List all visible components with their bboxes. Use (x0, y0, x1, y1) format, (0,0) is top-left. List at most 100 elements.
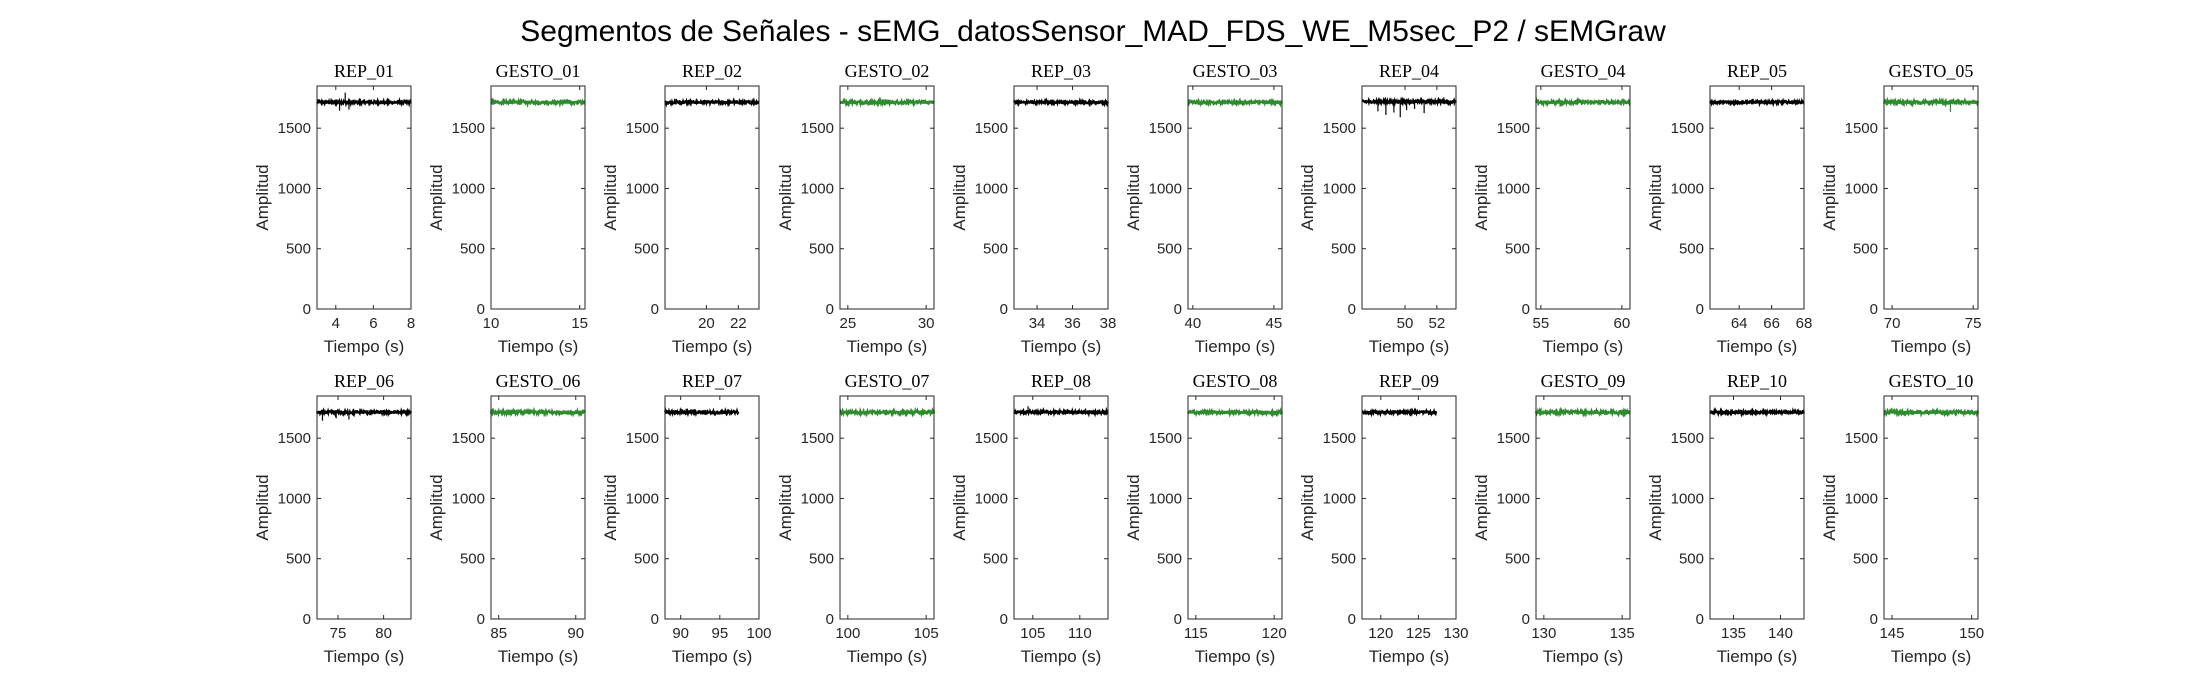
axes-box (1709, 85, 1805, 310)
y-tick-label: 1000 (1671, 490, 1704, 507)
x-tick-label: 34 (1029, 315, 1046, 332)
x-tick-label: 55 (1533, 315, 1550, 332)
y-tick-label: 0 (477, 301, 485, 318)
subplot-gesto_10: GESTO_10 0 500 1000 1500 145 150 Tiempo (s) Ampl… (1820, 371, 1984, 666)
y-tick-label: 1500 (975, 120, 1008, 137)
y-tick-label: 1000 (1845, 180, 1878, 197)
y-tick-label: 1000 (278, 490, 311, 507)
axes-box (1361, 395, 1457, 620)
axes-box (1187, 395, 1283, 620)
y-tick-label: 0 (303, 301, 311, 318)
subplot-title: GESTO_03 (1193, 61, 1278, 81)
y-tick-label: 0 (1000, 301, 1008, 318)
x-tick-label: 100 (746, 625, 771, 642)
y-tick-label: 0 (1348, 611, 1356, 628)
axes-box (839, 395, 935, 620)
x-tick-label: 22 (730, 315, 747, 332)
axes-box (316, 85, 412, 310)
subplot-rep_08: REP_08 0 500 1000 1500 105 110 Tiempo (s) Amplit… (950, 371, 1109, 666)
subplot-rep_06: REP_06 0 500 1000 1500 75 80 Tiempo (s) Amplitud (253, 371, 413, 666)
x-axis-label: Tiempo (s) (1369, 647, 1450, 666)
x-tick-label: 105 (1020, 625, 1045, 642)
axes-box (664, 395, 760, 620)
y-tick-label: 0 (651, 301, 659, 318)
signal-trace (1883, 406, 1980, 418)
subplot-rep_07: REP_07 0 500 1000 1500 90 95 100 Tiempo (s) Ampli… (601, 371, 772, 666)
subplot-gesto_03: GESTO_03 0 500 1000 1500 40 45 Tiempo (s) Amplit… (1124, 61, 1283, 356)
x-tick-label: 150 (1959, 625, 1984, 642)
y-tick-label: 1000 (1149, 490, 1182, 507)
y-axis-label: Amplitud (950, 164, 969, 230)
y-tick-label: 0 (826, 611, 834, 628)
y-tick-label: 1500 (1497, 120, 1530, 137)
y-axis-label: Amplitud (253, 164, 272, 230)
signal-trace (839, 96, 935, 108)
axes-box (1535, 85, 1631, 310)
subplot-title: GESTO_09 (1541, 371, 1626, 391)
x-tick-label: 10 (483, 315, 500, 332)
y-tick-label: 1000 (1497, 490, 1530, 507)
x-tick-label: 75 (330, 625, 347, 642)
y-tick-label: 1000 (1323, 180, 1356, 197)
y-tick-label: 0 (1174, 301, 1182, 318)
axes-box (1187, 85, 1283, 310)
y-tick-label: 500 (1157, 551, 1182, 568)
axes-box (1013, 85, 1109, 310)
y-tick-label: 1500 (452, 120, 485, 137)
subplot-gesto_04: GESTO_04 0 500 1000 1500 55 60 Tiempo (s) Amplit… (1472, 61, 1631, 356)
y-tick-label: 0 (477, 611, 485, 628)
x-tick-label: 52 (1429, 315, 1446, 332)
y-axis-label: Amplitud (1820, 164, 1839, 230)
y-tick-label: 1000 (1671, 180, 1704, 197)
y-tick-label: 1500 (1671, 120, 1704, 137)
axes-box (490, 85, 586, 310)
subplot-gesto_09: GESTO_09 0 500 1000 1500 130 135 Tiempo (s) Ampl… (1472, 371, 1635, 666)
signal-trace (1709, 407, 1806, 418)
x-tick-label: 105 (914, 625, 939, 642)
subplot-gesto_05: GESTO_05 0 500 1000 1500 70 75 Tiempo (s) Amplit… (1820, 61, 1981, 356)
y-tick-label: 0 (1348, 301, 1356, 318)
subplot-title: GESTO_05 (1889, 61, 1974, 81)
y-tick-label: 1000 (1497, 180, 1530, 197)
y-tick-label: 500 (1331, 241, 1356, 258)
x-tick-label: 70 (1884, 315, 1901, 332)
signal-trace (1361, 96, 1458, 107)
x-axis-label: Tiempo (s) (324, 337, 405, 356)
subplot-title: GESTO_08 (1193, 371, 1278, 391)
y-tick-label: 1000 (975, 490, 1008, 507)
y-axis-label: Amplitud (1298, 474, 1317, 540)
figure-title: Segmentos de Señales - sEMG_datosSensor_… (520, 15, 1666, 48)
y-tick-label: 500 (1853, 551, 1878, 568)
y-axis-label: Amplitud (1646, 474, 1665, 540)
y-tick-label: 1000 (1845, 490, 1878, 507)
y-tick-label: 0 (1870, 301, 1878, 318)
x-axis-label: Tiempo (s) (498, 647, 579, 666)
subplot-gesto_07: GESTO_07 0 500 1000 1500 100 105 Tiempo (s) Ampl… (776, 371, 939, 666)
subplot-title: GESTO_06 (496, 371, 581, 391)
x-tick-label: 66 (1763, 315, 1780, 332)
x-axis-label: Tiempo (s) (847, 647, 928, 666)
y-tick-label: 500 (286, 551, 311, 568)
x-axis-label: Tiempo (s) (1195, 337, 1276, 356)
x-tick-label: 110 (1068, 625, 1092, 642)
y-tick-label: 1500 (1149, 120, 1182, 137)
x-tick-label: 130 (1531, 625, 1556, 642)
subplot-title: REP_07 (682, 371, 742, 391)
y-tick-label: 500 (1331, 551, 1356, 568)
y-tick-label: 500 (1157, 241, 1182, 258)
x-tick-label: 130 (1443, 625, 1468, 642)
x-tick-label: 115 (1184, 625, 1208, 642)
subplot-title: REP_04 (1379, 61, 1439, 81)
x-axis-label: Tiempo (s) (847, 337, 928, 356)
y-tick-label: 1500 (975, 430, 1008, 447)
x-tick-label: 45 (1266, 315, 1283, 332)
signal-trace (490, 96, 586, 109)
x-tick-label: 64 (1731, 315, 1748, 332)
signal-trace (839, 406, 936, 418)
y-tick-label: 0 (1522, 301, 1530, 318)
y-tick-label: 1000 (278, 180, 311, 197)
x-axis-label: Tiempo (s) (1543, 647, 1624, 666)
y-tick-label: 1500 (801, 430, 834, 447)
x-tick-label: 90 (672, 625, 689, 642)
